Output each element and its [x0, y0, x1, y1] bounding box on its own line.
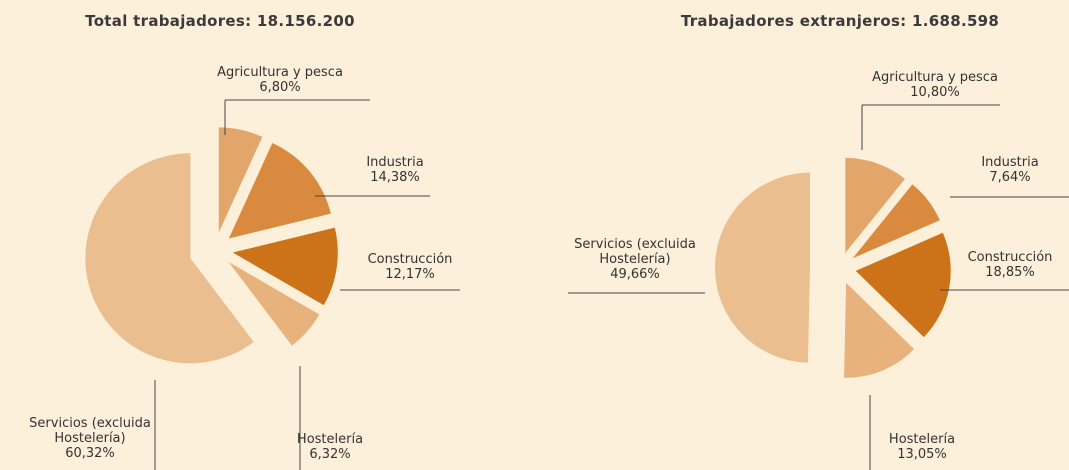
slice-label: Construcción 18,85%: [935, 250, 1069, 280]
category-name: Agricultura y pesca: [872, 70, 998, 85]
slice-label: Hostelería 13,05%: [847, 432, 997, 462]
category-name: Construcción: [367, 252, 453, 267]
value-label: 6,32%: [309, 447, 351, 462]
pie-slice: [232, 227, 338, 306]
value-label: 18,85%: [985, 265, 1035, 280]
slice-label: Industria 7,64%: [935, 155, 1069, 185]
category-name: Industria: [366, 155, 424, 170]
value-label: 14,38%: [370, 170, 420, 185]
value-label: 10,80%: [910, 85, 960, 100]
value-label: 60,32%: [65, 446, 115, 461]
pie-slice: [228, 261, 320, 346]
pie-slice: [844, 282, 915, 378]
slice-label: Hostelería 6,32%: [255, 432, 405, 462]
value-label: 49,66%: [610, 267, 660, 282]
slice-label: Agricultura y pesca 10,80%: [860, 70, 1010, 100]
slice-label: Servicios (excluida Hostelería) 60,32%: [15, 416, 165, 461]
category-name: Agricultura y pesca: [217, 65, 343, 80]
slice-label: Industria 14,38%: [320, 155, 470, 185]
pie-slice: [715, 172, 811, 363]
category-name: Servicios (excluida Hostelería): [29, 416, 151, 446]
category-name: Hostelería: [296, 432, 364, 447]
category-name: Hostelería: [888, 432, 956, 447]
chart-title: Trabajadores extranjeros: 1.688.598: [680, 12, 1000, 30]
value-label: 12,17%: [385, 267, 435, 282]
value-label: 7,64%: [989, 170, 1031, 185]
category-name: Industria: [981, 155, 1039, 170]
pie-slice: [855, 232, 951, 338]
slice-label: Servicios (excluida Hostelería) 49,66%: [560, 237, 710, 282]
pie-slice: [218, 127, 263, 233]
pie-slice: [228, 142, 331, 239]
slice-label: Construcción 12,17%: [335, 252, 485, 282]
value-label: 13,05%: [897, 447, 947, 462]
pie-slice: [852, 184, 940, 259]
value-label: 6,80%: [259, 80, 301, 95]
pie-slice: [85, 153, 254, 364]
category-name: Construcción: [967, 250, 1053, 265]
category-name: Servicios (excluida Hostelería): [574, 237, 696, 267]
slice-label: Agricultura y pesca 6,80%: [205, 65, 355, 95]
chart-title: Total trabajadores: 18.156.200: [85, 12, 355, 30]
pie-slice: [845, 157, 905, 253]
